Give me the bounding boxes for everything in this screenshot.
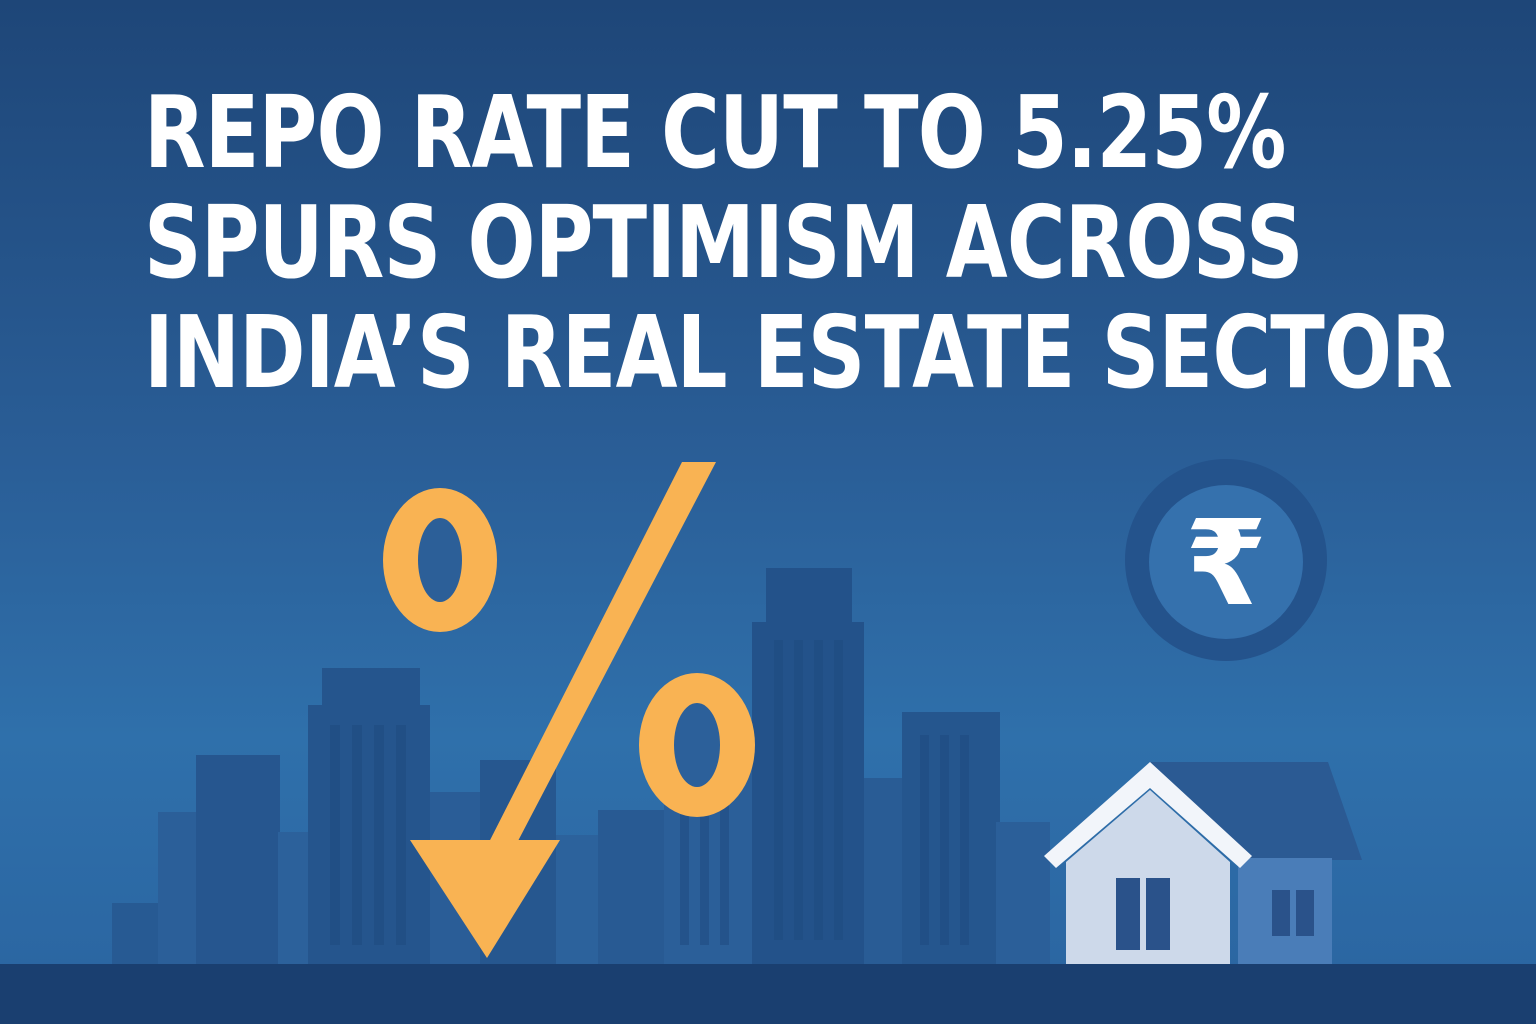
headline-line-2: SPURS OPTIMISM ACROSS [144, 184, 1304, 301]
headline-line-1: REPO RATE CUT TO 5.25% [144, 74, 1286, 191]
down-arrow-icon [410, 462, 716, 958]
svg-text:₹: ₹ [1185, 494, 1267, 632]
city-skyline-illustration [112, 568, 1050, 965]
percent-sign-icon [383, 488, 755, 817]
rupee-coin-icon: ₹ [1125, 459, 1327, 661]
house-icon [1044, 762, 1362, 965]
ground [0, 964, 1536, 1024]
